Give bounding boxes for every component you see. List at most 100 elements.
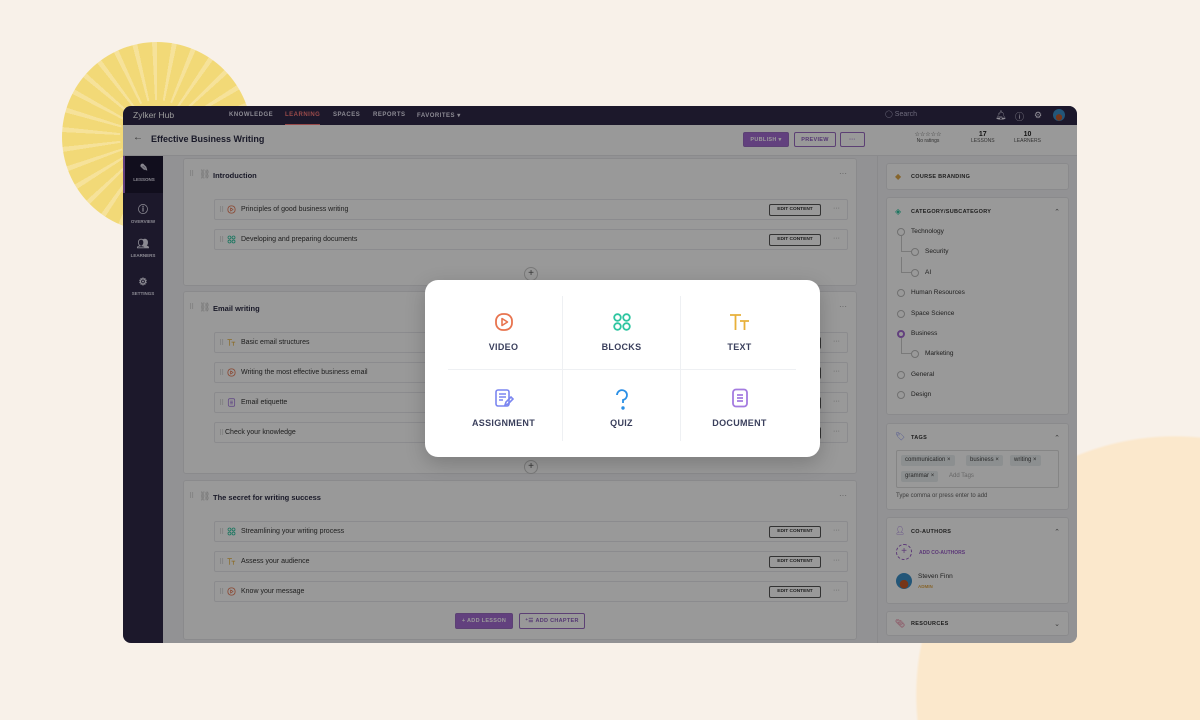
edit-content-button[interactable]: EDIT CONTENT xyxy=(769,586,821,598)
remove-tag-icon[interactable]: × xyxy=(1033,457,1037,463)
drag-handle-icon[interactable]: ⠿ xyxy=(189,493,194,500)
option-quiz[interactable]: QUIZ xyxy=(563,378,680,448)
option-text[interactable]: TEXT xyxy=(681,302,798,372)
tags-input[interactable]: communication × business × writing × gra… xyxy=(896,450,1059,488)
lesson-title: Check your knowledge xyxy=(225,429,296,436)
text-icon xyxy=(227,557,236,568)
drag-handle-icon[interactable]: ⠿ xyxy=(219,400,224,407)
remove-tag-icon[interactable]: × xyxy=(947,457,951,463)
tags-hint: Type comma or press enter to add xyxy=(896,493,988,499)
option-video[interactable]: VIDEO xyxy=(445,302,562,372)
sidebar-item-learners[interactable]: 👥︎ LEARNERS xyxy=(123,232,163,269)
collapse-icon[interactable]: ⌃ xyxy=(1054,435,1060,442)
nav-spaces[interactable]: SPACES xyxy=(333,112,361,118)
publish-button[interactable]: PUBLISH ▾ xyxy=(743,132,789,147)
category-radio[interactable] xyxy=(911,248,919,257)
lesson-more-icon[interactable]: ··· xyxy=(833,205,840,212)
add-coauthor-icon[interactable]: + xyxy=(896,544,912,560)
category-radio[interactable] xyxy=(897,370,905,379)
lesson-more-icon[interactable]: ··· xyxy=(833,428,840,435)
nav-favorites[interactable]: FAVORITES ▾ xyxy=(417,113,461,119)
lesson-row[interactable]: ⠿ Principles of good business writing ED… xyxy=(214,199,848,220)
lesson-row[interactable]: ⠿ Know your message EDIT CONTENT ··· xyxy=(214,581,848,602)
sidebar-item-settings[interactable]: ⚙ SETTINGS xyxy=(123,270,163,307)
help-icon[interactable]: ⓘ xyxy=(1015,112,1025,122)
option-label: BLOCKS xyxy=(601,342,642,352)
category-radio[interactable] xyxy=(897,228,905,236)
remove-tag-icon[interactable]: × xyxy=(930,473,935,479)
lesson-more-icon[interactable]: ··· xyxy=(833,368,840,375)
category-radio[interactable] xyxy=(897,330,905,338)
lesson-more-icon[interactable]: ··· xyxy=(833,587,840,594)
lesson-more-icon[interactable]: ··· xyxy=(833,338,840,345)
search-input[interactable]: ◯ Search xyxy=(885,110,917,118)
add-content-button[interactable]: + xyxy=(524,267,538,281)
brand-logo[interactable]: Zylker Hub xyxy=(133,110,175,120)
nav-learning[interactable]: LEARNING xyxy=(285,112,321,126)
user-avatar[interactable] xyxy=(1053,109,1065,121)
option-assignment[interactable]: ASSIGNMENT xyxy=(445,378,562,448)
drag-handle-icon[interactable]: ⠿ xyxy=(189,304,194,311)
chapter-more-icon[interactable]: ··· xyxy=(839,302,847,311)
lesson-row[interactable]: ⠿ Assess your audience EDIT CONTENT ··· xyxy=(214,551,848,572)
drag-handle-icon[interactable]: ⠿ xyxy=(219,340,224,347)
branding-icon: ◆ xyxy=(895,172,902,181)
chapter-more-icon[interactable]: ··· xyxy=(839,169,847,178)
lesson-title: Know your message xyxy=(241,588,305,595)
lesson-row[interactable]: ⠿ Developing and preparing documents EDI… xyxy=(214,229,848,250)
drag-handle-icon[interactable]: ⠿ xyxy=(219,370,224,377)
drag-handle-icon[interactable]: ⠿ xyxy=(189,171,194,178)
tags-title: TAGS xyxy=(911,435,928,441)
lesson-title: Principles of good business writing xyxy=(241,206,349,213)
add-coauthors-link[interactable]: ADD CO-AUTHORS xyxy=(919,550,966,556)
lesson-more-icon[interactable]: ··· xyxy=(833,398,840,405)
category-label: Security xyxy=(925,248,949,256)
edit-content-button[interactable]: EDIT CONTENT xyxy=(769,526,821,538)
info-icon: ⓘ xyxy=(138,205,148,216)
more-button[interactable]: ··· xyxy=(840,132,865,147)
category-radio[interactable] xyxy=(911,268,919,277)
divider xyxy=(448,369,796,370)
collapse-icon[interactable]: ⌃ xyxy=(1054,529,1060,536)
lesson-more-icon[interactable]: ··· xyxy=(833,235,840,242)
option-blocks[interactable]: BLOCKS xyxy=(563,302,680,372)
category-radio[interactable] xyxy=(911,350,919,359)
lesson-row[interactable]: ⠿ Streamlining your writing process EDIT… xyxy=(214,521,848,542)
category-radio[interactable] xyxy=(897,309,905,318)
drag-handle-icon[interactable]: ⠿ xyxy=(219,559,224,566)
users-icon: 👥︎ xyxy=(136,239,150,250)
resources-card[interactable]: 📎︎ RESOURCES ⌄ xyxy=(886,611,1069,636)
edit-content-button[interactable]: EDIT CONTENT xyxy=(769,204,821,216)
drag-handle-icon[interactable]: ⠿ xyxy=(219,237,224,244)
bell-icon[interactable]: 🔔︎ xyxy=(995,110,1007,120)
nav-knowledge[interactable]: KNOWLEDGE xyxy=(229,112,274,118)
sidebar-item-lessons[interactable]: ✎ LESSONS xyxy=(123,156,163,193)
add-lesson-button[interactable]: + ADD LESSON xyxy=(455,613,513,629)
option-document[interactable]: DOCUMENT xyxy=(681,378,798,448)
remove-tag-icon[interactable]: × xyxy=(995,457,999,463)
edit-content-button[interactable]: EDIT CONTENT xyxy=(769,556,821,568)
nav-reports[interactable]: REPORTS xyxy=(373,112,406,118)
collapse-icon[interactable]: ⌃ xyxy=(1054,209,1060,216)
sidebar-item-overview[interactable]: ⓘ OVERVIEW xyxy=(123,194,163,231)
preview-button[interactable]: PREVIEW xyxy=(794,132,836,147)
category-radio[interactable] xyxy=(897,391,905,400)
course-branding-card[interactable]: ◆ COURSE BRANDING xyxy=(886,163,1069,190)
add-chapter-icon: ⁺☰ xyxy=(525,618,536,624)
drag-handle-icon[interactable]: ⠿ xyxy=(219,430,224,437)
category-label: Space Science xyxy=(911,309,955,317)
add-chapter-button[interactable]: ⁺☰ ADD CHAPTER xyxy=(519,613,585,629)
left-sidebar: ✎ LESSONS ⓘ OVERVIEW 👥︎ LEARNERS ⚙ SETTINGS xyxy=(123,156,163,643)
drag-handle-icon[interactable]: ⠿ xyxy=(219,529,224,536)
expand-icon[interactable]: ⌄ xyxy=(1054,621,1060,628)
gear-icon[interactable]: ⚙ xyxy=(1034,110,1043,120)
drag-handle-icon[interactable]: ⠿ xyxy=(219,589,224,596)
category-radio[interactable] xyxy=(897,289,905,298)
add-content-button[interactable]: + xyxy=(524,460,538,474)
edit-content-button[interactable]: EDIT CONTENT xyxy=(769,234,821,246)
lesson-more-icon[interactable]: ··· xyxy=(833,527,840,534)
drag-handle-icon[interactable]: ⠿ xyxy=(219,207,224,214)
chapter-more-icon[interactable]: ··· xyxy=(839,491,847,500)
back-arrow-icon[interactable]: ← xyxy=(133,132,143,143)
lesson-more-icon[interactable]: ··· xyxy=(833,557,840,564)
